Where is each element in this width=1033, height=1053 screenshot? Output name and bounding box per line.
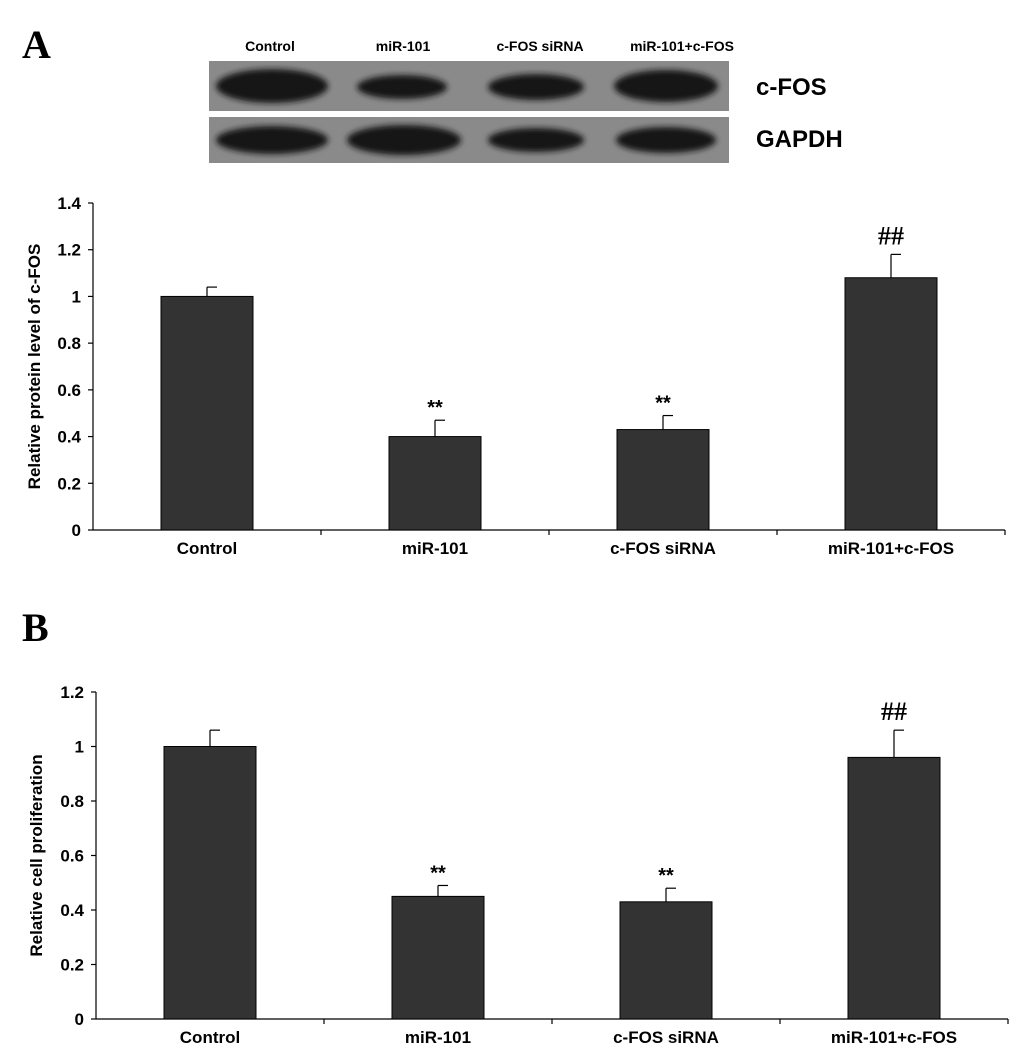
bar — [619, 901, 713, 1020]
x-category-label: c-FOS siRNA — [610, 539, 716, 558]
y-tick-label: 1.2 — [57, 241, 81, 260]
y-tick-label: 0.8 — [60, 792, 84, 811]
bar — [160, 295, 254, 531]
y-tick-label: 1.4 — [57, 194, 81, 213]
blot-protein-label: GAPDH — [756, 126, 843, 153]
y-tick-label: 0.8 — [57, 334, 81, 353]
bar-chart-protein-level: Relative protein level of c-FOS 0 0.2 0.4 0… — [25, 194, 1006, 558]
y-axis-label: Relative protein level of c-FOS — [25, 244, 44, 490]
bar — [391, 895, 485, 1020]
western-blot: Control miR-101 c-FOS siRNA miR-101+c-FO… — [209, 38, 843, 163]
blot-bands-cfos — [216, 69, 718, 103]
blot-lane-label: c-FOS siRNA — [496, 38, 583, 54]
y-tick-label: 0 — [75, 1010, 84, 1029]
blot-protein-label: c-FOS — [756, 74, 827, 101]
bar — [616, 429, 710, 531]
bar — [388, 436, 482, 531]
significance-label: ## — [878, 221, 904, 250]
panel-label-a: A — [22, 22, 51, 67]
blot-bands-gapdh — [216, 125, 716, 155]
significance-label: ** — [427, 397, 443, 419]
significance-label: ## — [881, 697, 907, 726]
y-tick-label: 0 — [72, 521, 81, 540]
bar-chart-cell-proliferation: Relative cell proliferation 0 0.2 0.4 0.6 0.… — [27, 683, 1009, 1047]
x-category-label: Control — [177, 539, 237, 558]
blot-lane-label: miR-101+c-FOS — [630, 38, 734, 54]
blot-lane-label: Control — [245, 38, 295, 54]
significance-label: ** — [655, 393, 671, 415]
y-tick-label: 1 — [75, 738, 84, 757]
bar — [844, 277, 938, 531]
x-category-label: c-FOS siRNA — [613, 1028, 719, 1047]
y-tick-label: 0.2 — [60, 956, 84, 975]
blot-lane-label: miR-101 — [376, 38, 431, 54]
x-category-label: miR-101 — [405, 1028, 471, 1047]
y-tick-label: 1 — [72, 287, 81, 306]
y-tick-label: 0.4 — [60, 901, 84, 920]
x-category-label: miR-101 — [402, 539, 468, 558]
y-tick-label: 0.4 — [57, 428, 81, 447]
y-tick-label: 0.6 — [57, 381, 81, 400]
bar — [163, 746, 257, 1020]
y-tick-label: 1.2 — [60, 683, 84, 702]
significance-label: ** — [658, 865, 674, 887]
y-tick-label: 0.2 — [57, 474, 81, 493]
x-category-label: miR-101+c-FOS — [831, 1028, 957, 1047]
x-category-label: miR-101+c-FOS — [828, 539, 954, 558]
y-tick-label: 0.6 — [60, 847, 84, 866]
bar — [847, 756, 941, 1020]
x-category-label: Control — [180, 1028, 240, 1047]
y-axis-label: Relative cell proliferation — [27, 754, 46, 956]
panel-label-b: B — [22, 605, 49, 650]
significance-label: ** — [430, 862, 446, 884]
